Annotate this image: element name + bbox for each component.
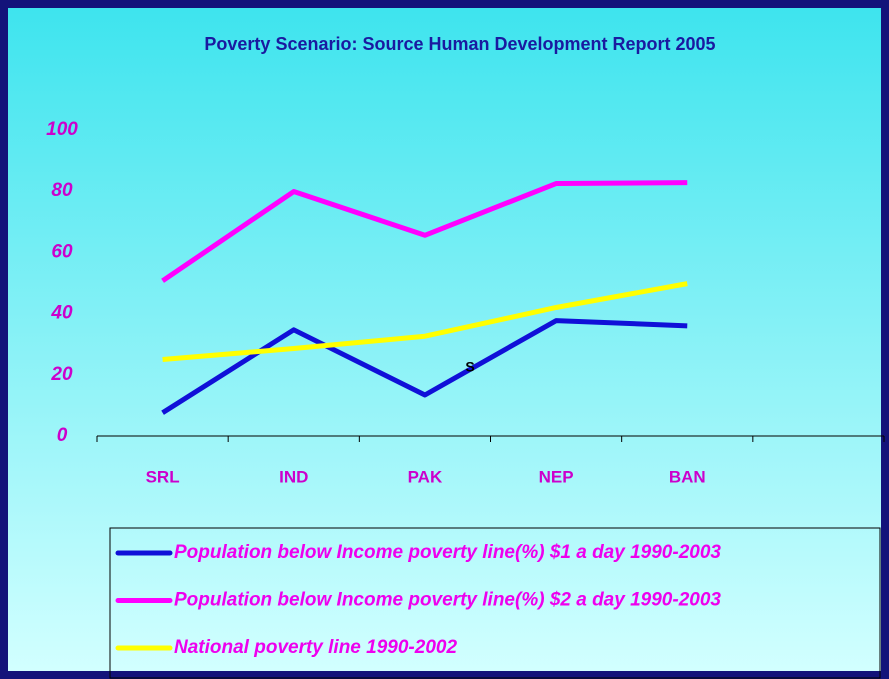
series-line [162,281,688,362]
x-tick-label: SRL [146,467,180,486]
legend-label: National poverty line 1990-2002 [174,637,457,658]
y-tick-label: 100 [46,119,78,140]
chart-title: Poverty Scenario: Source Human Developme… [204,34,715,54]
series-line [161,180,688,283]
legend-box [109,527,881,679]
y-tick-label: 40 [50,303,73,324]
plot-background [8,8,881,671]
legend-label: Population below Income poverty line(%) … [174,542,721,563]
y-tick-label: 80 [51,180,73,201]
annotation: S [465,359,474,375]
x-tick-label: IND [279,467,308,486]
y-tick-label: 0 [57,425,68,446]
y-tick-label: 60 [51,241,73,262]
x-tick-label: BAN [669,467,706,486]
y-tick-label: 20 [50,364,73,385]
series-line [161,318,688,415]
x-tick-label: PAK [408,467,443,486]
x-tick-label: NEP [539,467,574,486]
legend-label: Population below Income poverty line(%) … [174,590,721,611]
